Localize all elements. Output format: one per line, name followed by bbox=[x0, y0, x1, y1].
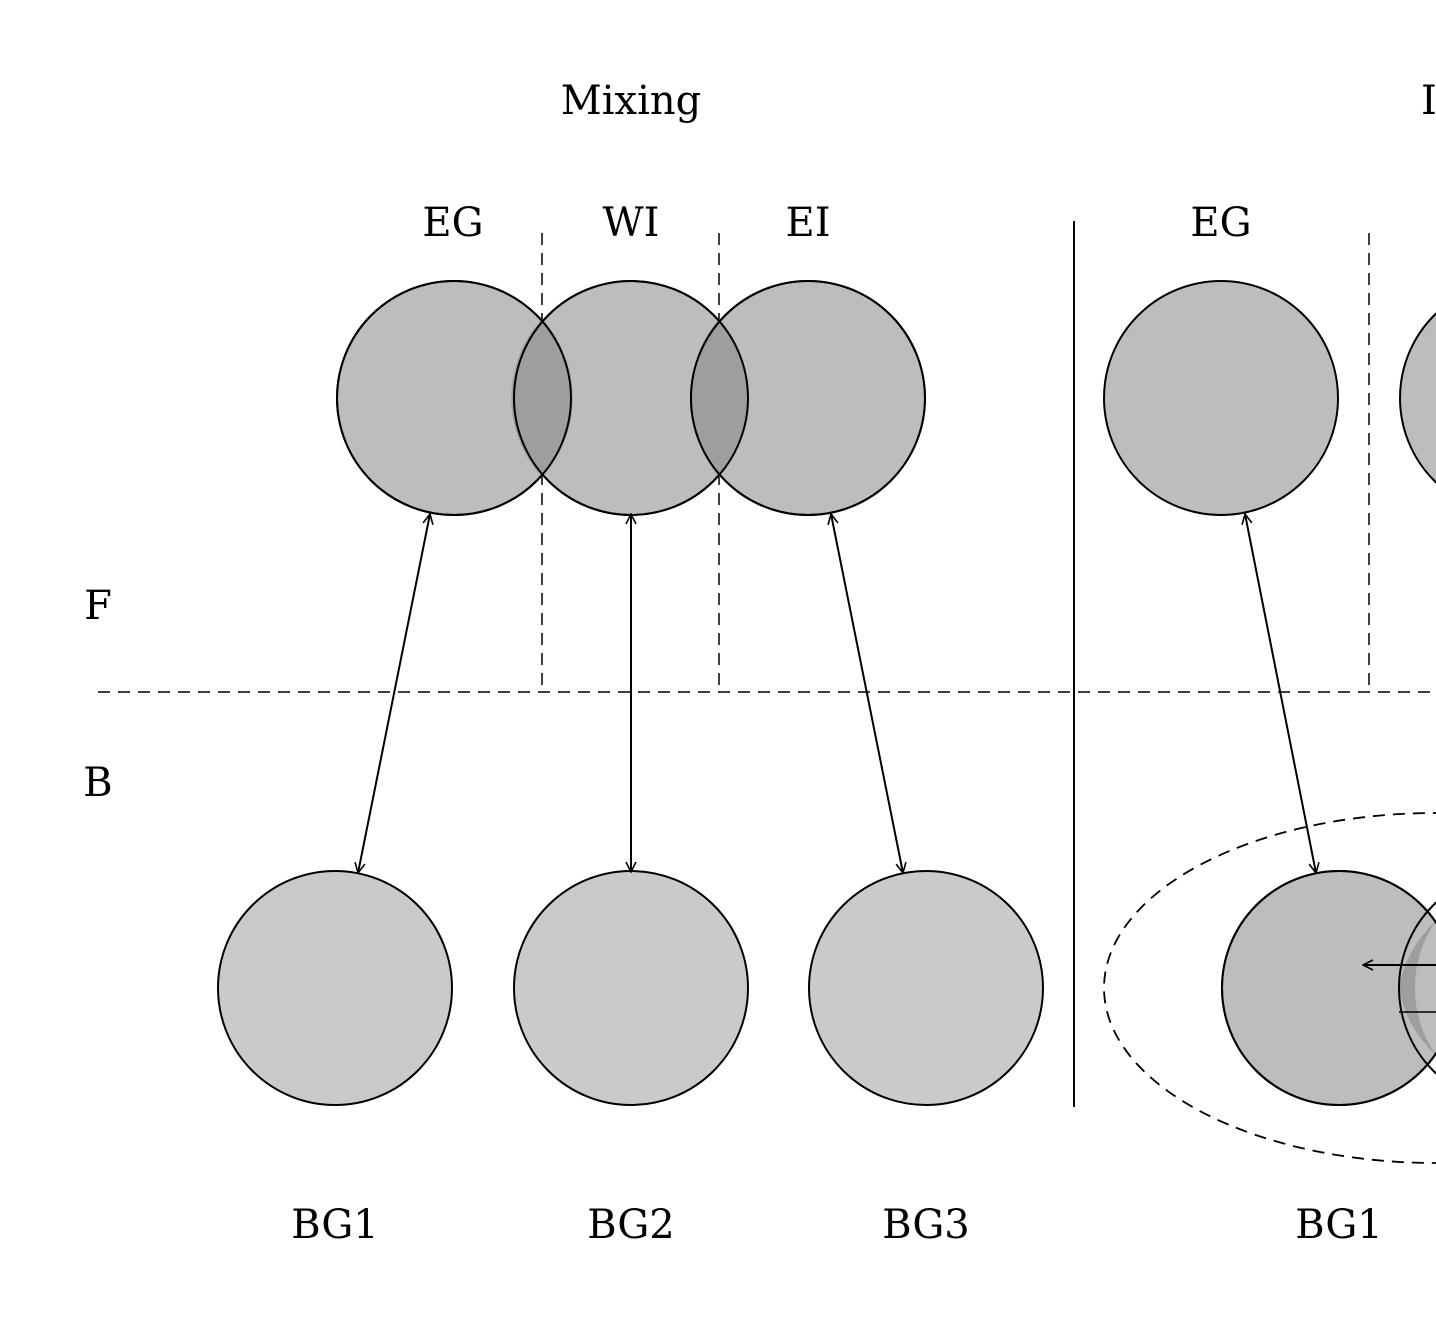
node-label-bg1-left: BG1 bbox=[291, 1202, 379, 1248]
circle-bg3 bbox=[808, 870, 1044, 1106]
region-label-b: B bbox=[83, 760, 112, 806]
arrow-eg-bg1 bbox=[358, 514, 430, 873]
node-label-bg3: BG3 bbox=[882, 1202, 970, 1248]
node-label-eg-left: EG bbox=[422, 200, 483, 246]
arrow-eg-bg1-right bbox=[1245, 514, 1316, 873]
circle-bg2 bbox=[513, 870, 749, 1106]
right-panel-title: I bbox=[1421, 78, 1436, 124]
region-label-f: F bbox=[84, 583, 112, 629]
circle-ei-outline bbox=[690, 280, 926, 516]
node-label-bg1-right: BG1 bbox=[1295, 1202, 1383, 1248]
overlap-eg-wi-fill bbox=[513, 319, 572, 477]
circle-eg-right bbox=[1103, 280, 1339, 516]
node-label-eg-right: EG bbox=[1190, 200, 1251, 246]
left-panel-title: Mixing bbox=[561, 78, 701, 124]
circle-eg-left-outline bbox=[336, 280, 572, 516]
circle-bg1-right-outline bbox=[1221, 870, 1436, 1106]
circle-right-partial bbox=[1399, 312, 1436, 484]
node-label-ei: EI bbox=[786, 200, 831, 246]
node-label-bg2: BG2 bbox=[587, 1202, 675, 1248]
overlap-wi-ei-fill bbox=[690, 319, 749, 477]
overlap-bg1-right bbox=[1399, 921, 1436, 1055]
arrow-ei-bg3 bbox=[831, 514, 903, 873]
circle-bg-right-partial bbox=[1398, 901, 1436, 1075]
node-label-wi: WI bbox=[603, 200, 660, 246]
circle-bg1-left bbox=[217, 870, 453, 1106]
